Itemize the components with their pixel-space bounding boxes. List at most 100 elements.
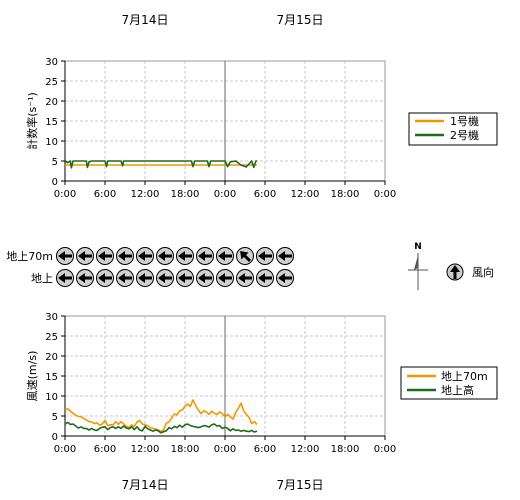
north-pointer-icon [414,255,418,270]
legend-label: 地上高 [441,383,474,397]
wind-arrow-shape [240,251,252,263]
wind-arrow-shape [218,251,232,261]
counting-rate-chart: 30 25 20 15 10 5 0 0:00 6:00 12:00 18:00 0:00 6:00 1… [25,57,396,200]
wind-arrow-icon [176,247,194,265]
wind-arrow-shape [118,251,132,261]
wind-arrow-icon [96,247,114,265]
x-tick-label: 0:00 [374,444,396,455]
wind-arrow-shape [118,273,132,283]
wind-legend: 風向 [446,263,494,281]
wind-arrow-shape [138,251,152,261]
wind-arrow-icon [136,247,154,265]
x-tick-label: 0:00 [214,444,236,455]
y-tick-label: 5 [52,412,58,423]
wind-arrow-icon [236,269,254,287]
y-tick-label: 10 [45,392,58,403]
y-tick-label: 30 [45,312,58,323]
wind-row-label: 地上 [31,272,53,285]
wind-arrow-shape [158,251,172,261]
y-axis-ticks: 30 25 20 15 10 5 0 [45,312,66,443]
wind-arrow-icon [156,269,174,287]
wind-arrow-shape [178,273,192,283]
x-tick-label: 18:00 [171,189,200,200]
wind-arrow-shape [238,273,252,283]
date-label: 7月14日 [122,478,169,492]
y-axis-ticks: 30 25 20 15 10 5 0 [45,57,66,188]
legend-box [400,366,498,400]
wind-arrow-shape [78,273,92,283]
wind-arrow-shape [218,273,232,283]
wind-arrow-icon [116,269,134,287]
x-tick-label: 12:00 [131,189,160,200]
wind-arrow-shape [178,251,192,261]
x-tick-label: 18:00 [171,444,200,455]
legend: 地上70m 地上高 [400,366,498,400]
x-axis-ticks: 0:00 6:00 12:00 18:00 0:00 6:00 12:00 18:00 0:00 [54,435,396,455]
wind-arrow-icon [276,247,294,265]
x-tick-label: 0:00 [54,444,76,455]
wind-legend-label: 風向 [472,265,494,279]
wind-arrow-icon [96,269,114,287]
y-tick-label: 20 [45,97,58,108]
wind-row-label: 地上70m [6,250,53,263]
wind-arrow-shape [278,273,292,283]
x-tick-label: 12:00 [131,444,160,455]
wind-arrow-icon [116,247,134,265]
wind-arrow-icon [216,247,234,265]
date-labels-top: 7月14日 7月15日 [122,13,324,27]
wind-arrow-icon [76,269,94,287]
y-tick-label: 25 [45,77,58,88]
wind-arrow-icon [196,247,214,265]
wind-arrow-shape [98,273,112,283]
date-label: 7月15日 [277,13,324,27]
wind-arrow-icon [56,247,74,265]
x-tick-label: 12:00 [291,444,320,455]
legend-label: 2号機 [450,128,479,142]
wind-arrow-shape [258,273,272,283]
legend: 1号機 2号機 [408,112,498,146]
wind-arrow-shape [58,251,72,261]
y-tick-label: 5 [52,157,58,168]
x-tick-label: 0:00 [374,189,396,200]
x-tick-label: 6:00 [254,444,276,455]
series-line [64,399,258,433]
x-tick-label: 6:00 [94,189,116,200]
wind-direction-panel: 地上70m 地上 N 風向 [6,242,494,290]
x-tick-label: 0:00 [214,189,236,200]
y-tick-label: 30 [45,57,58,68]
up-arrow-icon [450,265,460,279]
x-tick-label: 6:00 [254,189,276,200]
wind-arrow-icon [156,247,174,265]
wind-arrow-shape [198,251,212,261]
wind-arrow-icon [56,269,74,287]
y-axis-label: 風速(m/s) [26,351,39,402]
wind-arrow-shape [158,273,172,283]
x-tick-label: 12:00 [291,189,320,200]
wind-arrow-shape [278,251,292,261]
series-group [64,399,258,434]
y-tick-label: 15 [45,117,58,128]
y-tick-label: 0 [52,177,58,188]
wind-arrow-icon [216,269,234,287]
wind-arrow-icon [136,269,154,287]
wind-arrow-shape [258,251,272,261]
x-tick-label: 18:00 [331,189,360,200]
x-axis-ticks: 0:00 6:00 12:00 18:00 0:00 6:00 12:00 18:00 0:00 [54,180,396,200]
date-label: 7月14日 [122,13,169,27]
date-labels-bottom: 7月14日 7月15日 [122,478,324,492]
y-tick-label: 25 [45,332,58,343]
series-line [64,421,258,434]
wind-arrow-icon [256,269,274,287]
wind-arrow-icon [236,247,254,265]
wind-arrow-shape [78,251,92,261]
wind-arrow-shape [138,273,152,283]
series-line [64,160,257,169]
wind-speed-chart: 30 25 20 15 10 5 0 0:00 6:00 12:00 18:00 0:00 6:00 1… [26,312,396,455]
wind-arrow-icon [76,247,94,265]
wind-arrow-icon [196,269,214,287]
y-tick-label: 10 [45,137,58,148]
x-tick-label: 18:00 [331,444,360,455]
wind-arrows [56,247,294,287]
y-axis-label: 計数率(s⁻¹) [25,92,39,150]
